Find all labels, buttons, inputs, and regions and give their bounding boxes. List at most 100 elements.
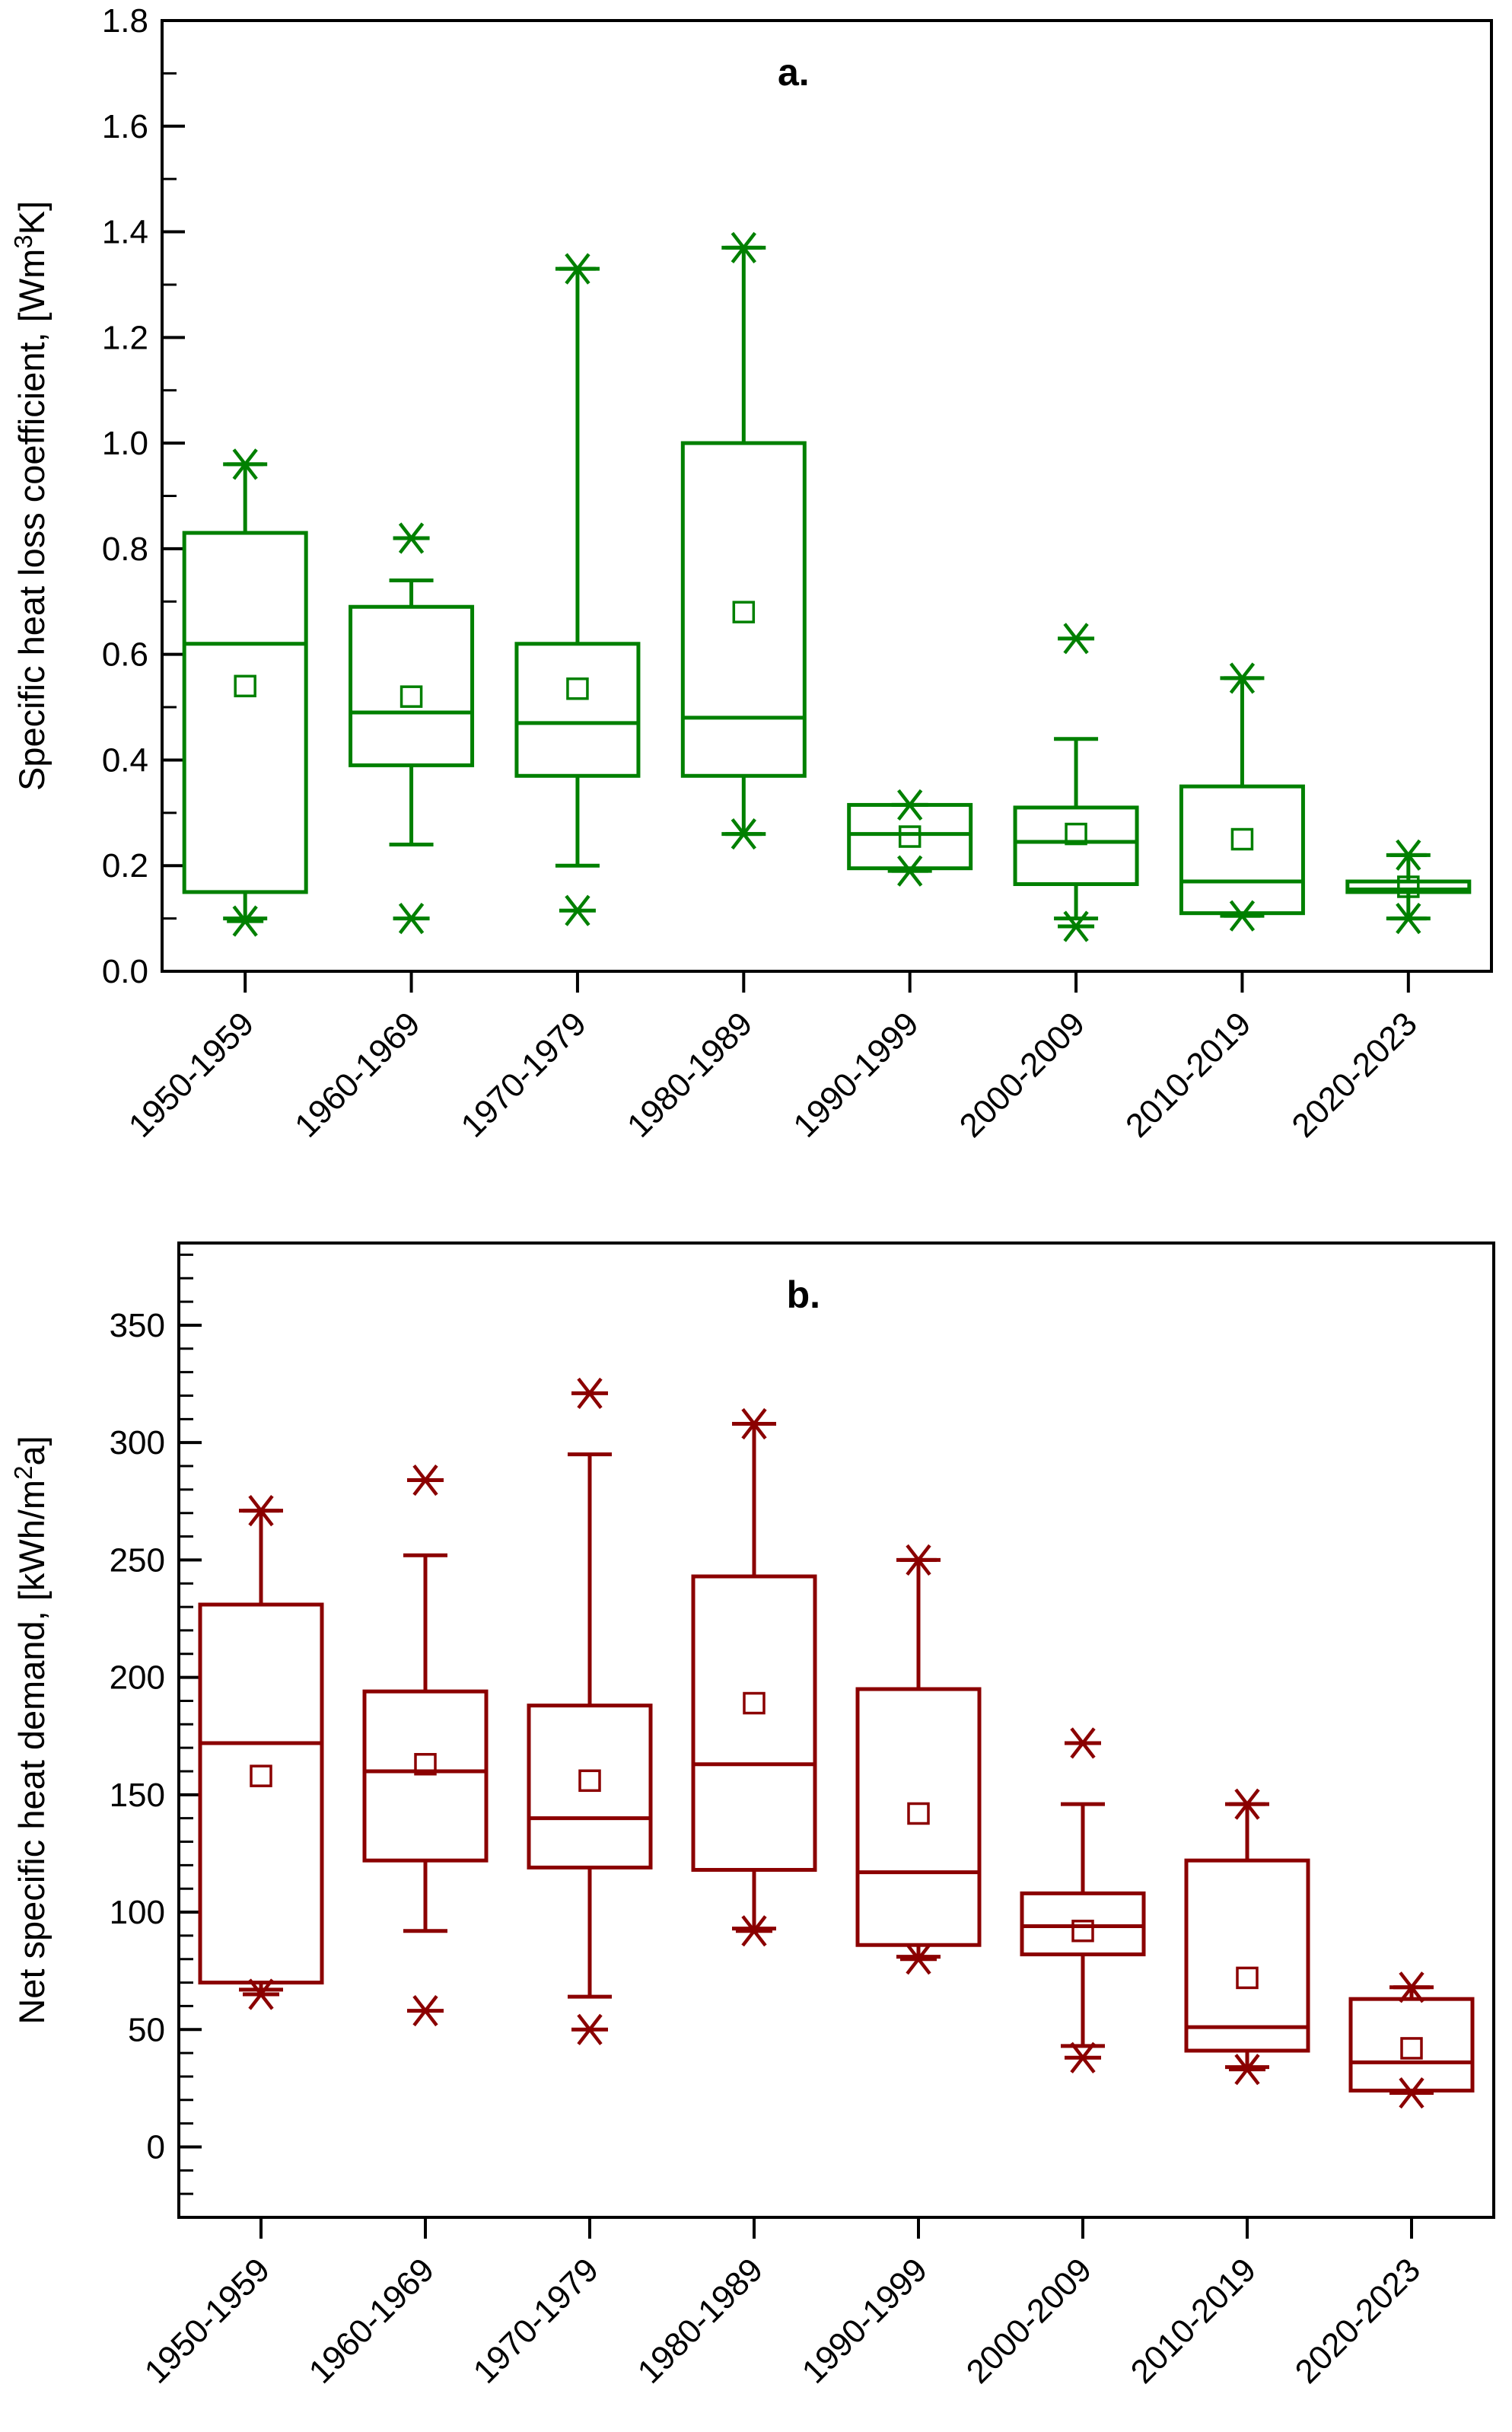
- outlier-star-marker: [1058, 910, 1095, 942]
- x-tick-label: 2000-2009: [960, 2251, 1099, 2390]
- box-1990-1999: [855, 1544, 982, 1975]
- x-tick-label: 2020-2023: [1284, 1005, 1424, 1144]
- outlier-star-marker: [1058, 623, 1095, 655]
- outlier-star-marker: [571, 1377, 608, 1409]
- panel-label: b.: [787, 1273, 820, 1316]
- box-2020-2023: [1348, 1971, 1475, 2109]
- box-1960-1969: [362, 1464, 489, 2027]
- box-2020-2023: [1345, 839, 1472, 935]
- plot-frame: [161, 19, 1493, 973]
- iqr-box: [527, 1704, 653, 1869]
- mean-square-marker: [250, 1764, 272, 1787]
- mean-square-marker: [414, 1752, 437, 1776]
- chart-panel-a: 0.0 0.2 0.4 0.6 0.8 1.0 1.2 1.4 1.6 1.8 Specific h…: [9, 2, 1493, 1145]
- mean-square-marker: [1400, 2037, 1423, 2060]
- iqr-box: [1345, 879, 1472, 894]
- mean-square-marker: [732, 601, 756, 623]
- y-tick-label: 1.6: [102, 108, 148, 145]
- box-1950-1959: [198, 1495, 324, 2010]
- outlier-star-marker: [243, 1495, 279, 1527]
- outlier-star-marker: [1224, 900, 1261, 932]
- y-tick-label: 0.0: [102, 953, 148, 990]
- iqr-box: [1013, 805, 1139, 887]
- panel-label: a.: [778, 51, 810, 94]
- outlier-star-marker: [736, 1407, 772, 1440]
- iqr-box: [349, 604, 475, 767]
- box-1950-1959: [182, 448, 308, 937]
- mean-square-marker: [1071, 1919, 1094, 1943]
- outlier-star-marker: [736, 1915, 772, 1947]
- outlier-star-marker: [1393, 1971, 1430, 2003]
- outlier-star-marker: [1389, 903, 1427, 935]
- y-tick-label: 50: [128, 2011, 165, 2048]
- x-tick-label: 2000-2009: [953, 1005, 1092, 1144]
- box-1970-1979: [514, 253, 641, 926]
- box-2000-2009: [1020, 1727, 1146, 2073]
- x-tick-label: 1950-1959: [138, 2251, 277, 2390]
- mean-square-marker: [1065, 822, 1087, 846]
- mean-square-marker: [743, 1691, 766, 1715]
- y-tick-label: 0: [147, 2128, 165, 2166]
- chart-panel-b: 0 50 100 150 200 250 300 350 Net specific heat d…: [9, 1241, 1495, 2391]
- outlier-star-marker: [407, 1995, 444, 2027]
- outlier-star-marker: [900, 1544, 937, 1576]
- x-tick-label: 2010-2019: [1124, 2251, 1263, 2390]
- outlier-star-marker: [1229, 1788, 1265, 1820]
- outlier-star-marker: [559, 894, 596, 926]
- outlier-star-marker: [227, 448, 264, 480]
- box-1990-1999: [847, 789, 973, 887]
- outlier-star-marker: [393, 522, 430, 554]
- outlier-star-marker: [725, 231, 762, 263]
- outlier-star-marker: [393, 903, 430, 935]
- iqr-box: [847, 802, 973, 871]
- iqr-box: [680, 441, 807, 778]
- y-tick-label: 150: [110, 1777, 165, 1814]
- outlier-star-marker: [1229, 2054, 1265, 2086]
- x-tick-label: 1990-1999: [786, 1005, 925, 1144]
- outlier-star-marker: [900, 1943, 937, 1975]
- box-1980-1989: [680, 231, 807, 850]
- outlier-star-marker: [227, 905, 264, 937]
- box-2000-2009: [1013, 623, 1139, 942]
- outlier-star-marker: [725, 818, 762, 850]
- iqr-box: [855, 1687, 982, 1947]
- x-tick-label: 1990-1999: [795, 2251, 934, 2390]
- y-tick-label: 0.8: [102, 531, 148, 568]
- outlier-star-marker: [891, 789, 928, 821]
- plot-frame: [177, 1241, 1495, 2219]
- x-tick-label: 2010-2019: [1119, 1005, 1258, 1144]
- iqr-box: [691, 1574, 817, 1873]
- x-tick-label: 1950-1959: [122, 1005, 261, 1144]
- iqr-box: [514, 642, 641, 778]
- y-tick-label: 100: [110, 1894, 165, 1931]
- mean-square-marker: [578, 1769, 601, 1793]
- outlier-star-marker: [1065, 2042, 1101, 2073]
- y-tick-label: 200: [110, 1659, 165, 1697]
- mean-square-marker: [1230, 827, 1254, 851]
- x-tick-label: 2020-2023: [1288, 2251, 1428, 2390]
- box-2010-2019: [1184, 1788, 1310, 2086]
- y-tick-label: 0.4: [102, 741, 148, 779]
- iqr-box: [362, 1689, 489, 1863]
- mean-square-marker: [566, 677, 589, 700]
- y-tick-label: 1.0: [102, 425, 148, 462]
- x-tick-label: 1980-1989: [631, 2251, 770, 2390]
- y-tick-label: 350: [110, 1307, 165, 1344]
- y-tick-label: 0.6: [102, 636, 148, 674]
- outlier-star-marker: [571, 2013, 608, 2045]
- x-tick-label: 1960-1969: [288, 1005, 427, 1144]
- y-tick-label: 250: [110, 1541, 165, 1579]
- iqr-box: [182, 531, 308, 894]
- iqr-box: [198, 1602, 324, 1985]
- mean-square-marker: [399, 685, 423, 708]
- outlier-star-marker: [1065, 1727, 1101, 1759]
- outlier-star-marker: [407, 1464, 444, 1496]
- outlier-star-marker: [1393, 2077, 1430, 2109]
- mean-square-marker: [1236, 1966, 1259, 1990]
- x-tick-label: 1960-1969: [302, 2251, 441, 2390]
- outlier-star-marker: [1224, 662, 1261, 694]
- mean-square-marker: [898, 825, 922, 848]
- y-tick-label: 0.2: [102, 847, 148, 885]
